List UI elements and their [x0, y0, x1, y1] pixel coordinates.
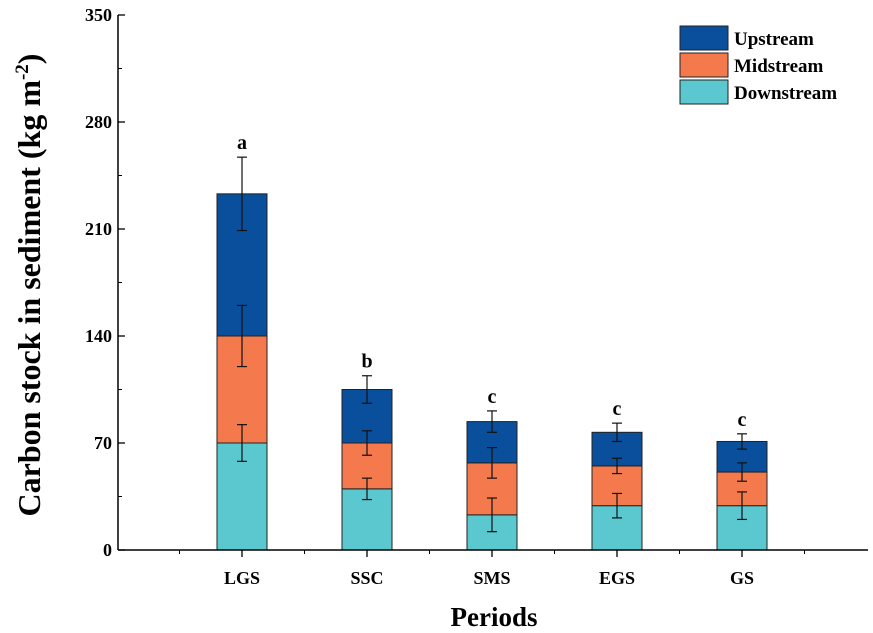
y-tick-label-280: 280: [85, 112, 112, 132]
legend-swatch-downstream: [679, 79, 729, 105]
x-tick-label-lgs: LGS: [224, 568, 260, 588]
y-axis-title-close: ): [11, 54, 47, 65]
error-bar-gs-midstream: [737, 462, 747, 482]
significance-letters-layer: a b c c c: [237, 132, 747, 431]
legend-entry-downstream: Downstream: [679, 79, 837, 105]
error-bar-egs-midstream: [612, 457, 622, 475]
significance-letter-ssc: b: [361, 351, 372, 373]
significance-letter-lgs: a: [237, 132, 247, 154]
x-tick-label-sms: SMS: [473, 568, 510, 588]
legend-swatch-midstream: [679, 52, 729, 78]
significance-letter-gs: c: [738, 409, 747, 431]
error-bar-ssc-midstream: [362, 430, 372, 456]
x-tick-label-ssc: SSC: [350, 568, 383, 588]
y-axis-title: Carbon stock in sediment (kg m-2): [11, 54, 47, 517]
y-axis-title-main: Carbon stock in sediment (kg m: [11, 80, 47, 517]
legend: Upstream Midstream Downstream: [679, 25, 837, 105]
significance-letter-egs: c: [613, 398, 622, 420]
error-bar-ssc-downstream: [362, 477, 372, 501]
error-bar-gs-upstream: [737, 433, 747, 450]
x-tick-label-gs: GS: [730, 568, 754, 588]
error-bar-egs-upstream: [612, 422, 622, 443]
error-bar-sms-downstream: [487, 497, 497, 533]
legend-label-upstream: Upstream: [734, 29, 814, 50]
axes-layer: LGS SSC SMS EGS GS 0 70 140 210 280 350: [85, 5, 868, 588]
error-bars-layer: [237, 156, 747, 533]
y-tick-label-0: 0: [103, 540, 112, 560]
bars-layer: [216, 193, 768, 551]
y-tick-label-210: 210: [85, 219, 112, 239]
significance-letter-sms: c: [488, 386, 497, 408]
y-axis-title-superscript: -2: [12, 64, 33, 80]
x-tick-label-egs: EGS: [599, 568, 635, 588]
error-bar-egs-downstream: [612, 492, 622, 519]
error-bar-sms-midstream: [487, 446, 497, 479]
error-bar-lgs-downstream: [237, 424, 247, 462]
legend-entry-midstream: Midstream: [679, 52, 824, 78]
x-axis-title: Periods: [451, 602, 538, 632]
y-tick-label-350: 350: [85, 5, 112, 25]
error-bar-sms-upstream: [487, 410, 497, 433]
legend-swatch-upstream: [679, 25, 729, 51]
y-tick-label-70: 70: [94, 433, 112, 453]
error-bar-ssc-upstream: [362, 375, 372, 404]
legend-label-downstream: Downstream: [734, 83, 837, 104]
error-bar-gs-downstream: [737, 491, 747, 521]
y-tick-label-140: 140: [85, 326, 112, 346]
error-bar-lgs-midstream: [237, 304, 247, 368]
legend-label-midstream: Midstream: [734, 56, 824, 77]
bar-ssc-downstream: [341, 488, 393, 551]
error-bar-lgs-upstream: [237, 156, 247, 232]
legend-entry-upstream: Upstream: [679, 25, 814, 51]
